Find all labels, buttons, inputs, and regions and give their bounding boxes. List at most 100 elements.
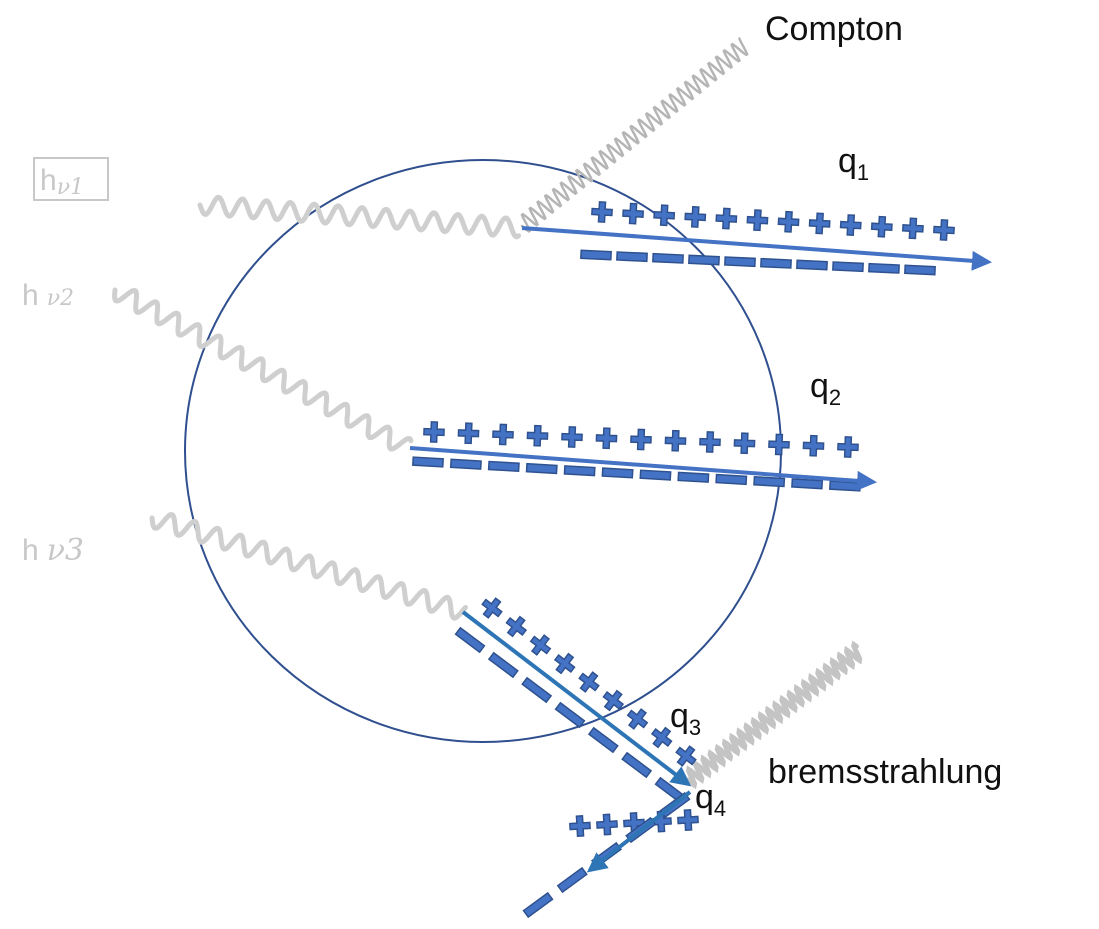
photon-label: hν1: [40, 164, 84, 200]
plus-shape: [665, 430, 686, 451]
minus-shape: [413, 457, 443, 467]
minus-sign: [833, 262, 863, 271]
plus-shape: [700, 432, 721, 453]
plus-shape: [747, 210, 768, 231]
plus-shape: [840, 215, 861, 236]
minus-shape: [833, 262, 863, 271]
track-arrow: [463, 612, 688, 784]
minus-shape: [754, 477, 784, 487]
plus-sign: [527, 425, 548, 446]
minus-shape: [527, 464, 557, 474]
plus-sign: [769, 434, 790, 455]
minus-sign: [489, 462, 519, 472]
minus-sign: [556, 703, 585, 727]
plus-sign: [623, 705, 651, 733]
plus-shape: [685, 206, 706, 227]
plus-sign: [631, 429, 652, 450]
photons: [115, 39, 860, 786]
plus-sign: [562, 427, 583, 448]
plus-shape: [458, 423, 479, 444]
minus-shape: [689, 255, 719, 264]
minus-shape: [602, 468, 632, 478]
plus-sign: [575, 668, 603, 696]
minus-sign: [797, 260, 827, 269]
minus-shape: [581, 250, 611, 259]
photon-wave: [152, 515, 466, 619]
plus-shape: [591, 201, 612, 222]
minus-sign: [456, 628, 485, 652]
plus-sign: [803, 435, 824, 456]
minus-sign: [617, 252, 647, 261]
plus-sign: [596, 428, 617, 449]
minus-sign: [640, 470, 670, 480]
plus-sign: [493, 424, 514, 445]
minus-shape: [522, 678, 551, 702]
plus-sign: [502, 612, 530, 640]
plus-shape: [527, 425, 548, 446]
plus-sign: [809, 213, 830, 234]
plus-shape: [575, 668, 603, 696]
track-label: q3: [670, 697, 701, 740]
plus-sign: [591, 201, 612, 222]
plus-shape: [424, 422, 445, 443]
minus-shape: [524, 893, 553, 917]
plus-shape: [734, 433, 755, 454]
minus-sign: [581, 250, 611, 259]
minus-shape: [792, 479, 822, 489]
photon-wave: [522, 39, 747, 232]
charges: [413, 201, 955, 917]
minus-shape: [456, 628, 485, 652]
plus-sign: [747, 210, 768, 231]
minus-sign: [622, 753, 651, 777]
plus-shape: [551, 649, 579, 677]
plus-shape: [631, 429, 652, 450]
minus-shape: [653, 254, 683, 263]
plus-sign: [569, 815, 590, 836]
plus-shape: [809, 213, 830, 234]
minus-shape: [558, 868, 587, 892]
minus-shape: [716, 475, 746, 485]
plus-sign: [551, 649, 579, 677]
minus-sign: [716, 475, 746, 485]
plus-sign: [838, 437, 859, 458]
plus-sign: [700, 432, 721, 453]
minus-sign: [602, 468, 632, 478]
minus-sign: [689, 255, 719, 264]
minus-shape: [797, 260, 827, 269]
plus-sign: [458, 423, 479, 444]
minus-sign: [451, 459, 481, 469]
plus-sign: [654, 205, 675, 226]
plus-sign: [478, 594, 506, 622]
plus-sign: [665, 430, 686, 451]
plus-shape: [623, 203, 644, 224]
plus-sign: [734, 433, 755, 454]
minus-sign: [558, 868, 587, 892]
plus-sign: [596, 814, 617, 835]
minus-shape: [622, 753, 651, 777]
minus-shape: [617, 252, 647, 261]
plus-shape: [769, 434, 790, 455]
plus-shape: [493, 424, 514, 445]
minus-sign: [522, 678, 551, 702]
minus-sign: [589, 728, 618, 752]
minus-sign: [869, 264, 899, 273]
minus-sign: [564, 466, 594, 476]
plus-sign: [526, 631, 554, 659]
minus-shape: [761, 259, 791, 268]
minus-shape: [905, 265, 935, 274]
minus-shape: [564, 466, 594, 476]
minus-shape: [451, 459, 481, 469]
plus-shape: [596, 814, 617, 835]
minus-sign: [489, 653, 518, 677]
plus-sign: [933, 219, 954, 240]
plus-shape: [569, 815, 590, 836]
interaction-volume: [185, 160, 781, 742]
plus-shape: [478, 594, 506, 622]
photon-wave: [200, 197, 519, 237]
minus-sign: [527, 464, 557, 474]
minus-sign: [725, 257, 755, 266]
minus-sign: [678, 472, 708, 482]
plus-sign: [599, 686, 627, 714]
